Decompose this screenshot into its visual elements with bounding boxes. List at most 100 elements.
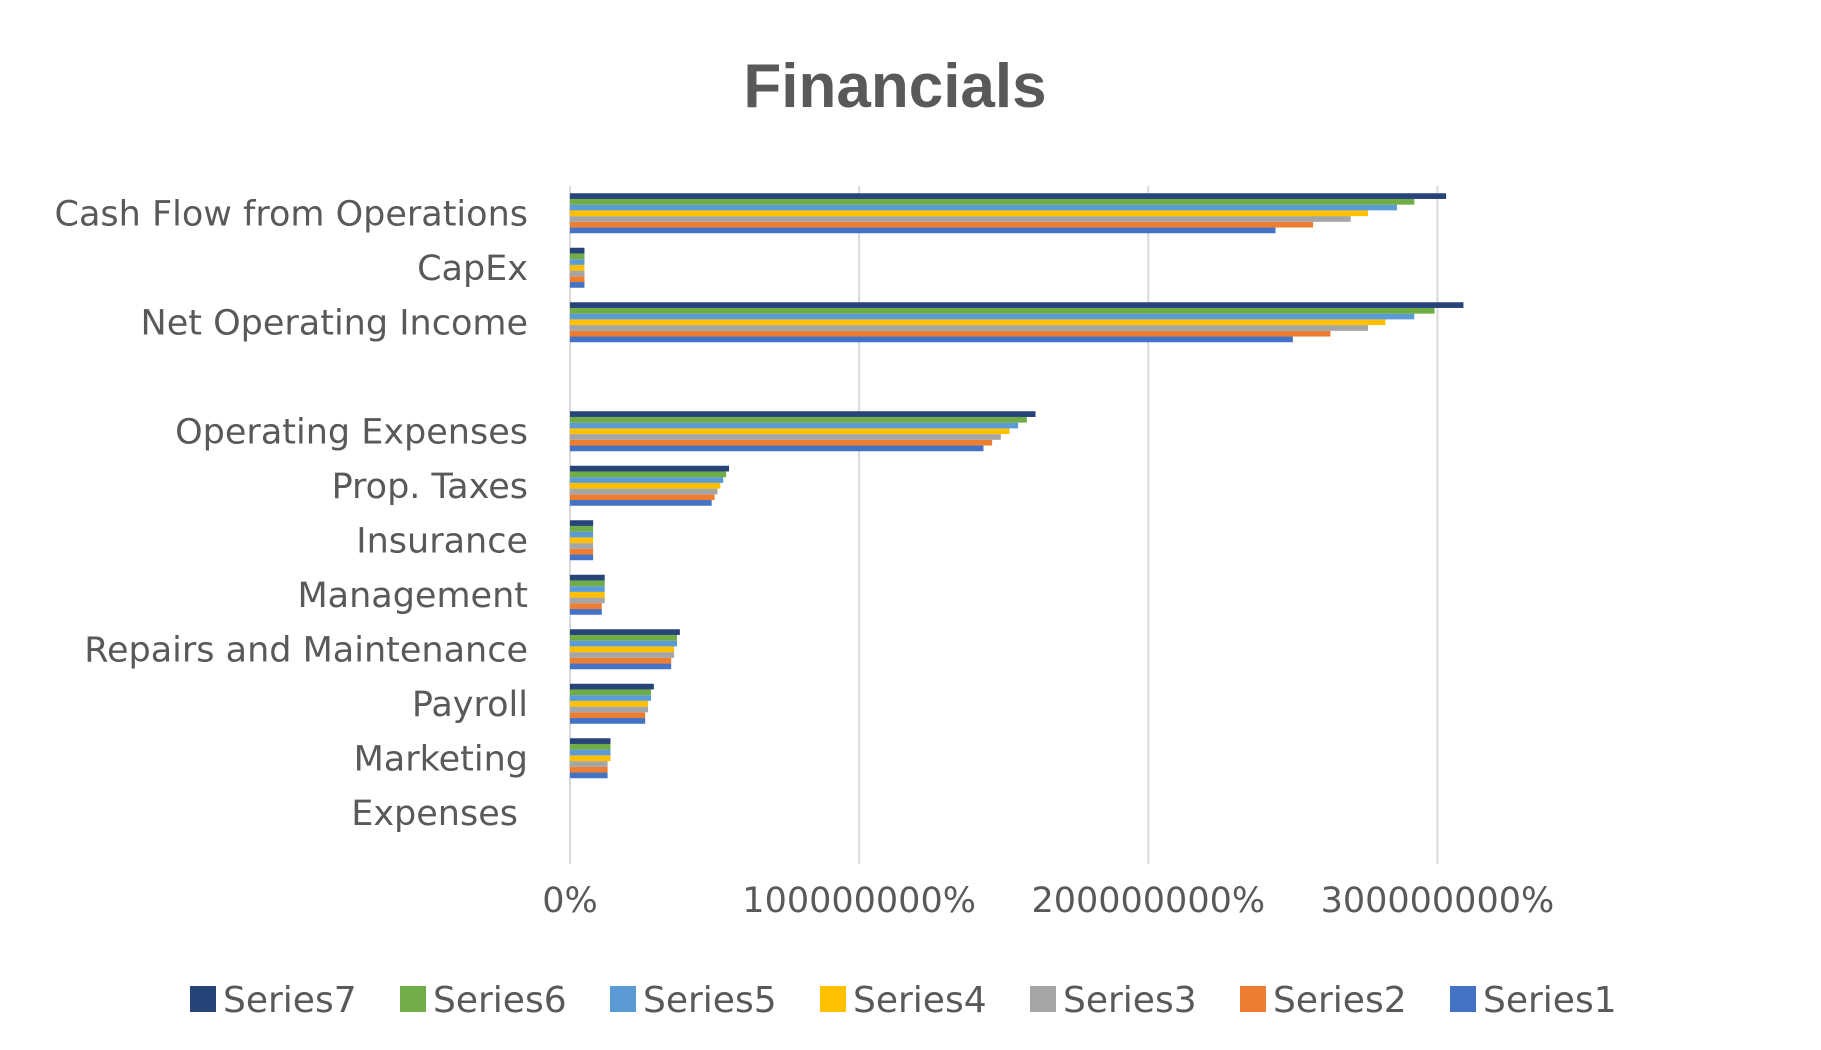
bar-series3-cat-5 bbox=[570, 488, 718, 495]
bar-series3-cat-7 bbox=[570, 597, 605, 604]
bar-series4-cat-8 bbox=[570, 646, 675, 653]
bar-series2-cat-5 bbox=[570, 494, 715, 501]
bar-series6-cat-5 bbox=[570, 471, 727, 478]
bar-series1-cat-5 bbox=[570, 500, 712, 506]
category-label-11: Expenses bbox=[351, 794, 518, 834]
bar-series3-cat-9 bbox=[570, 706, 649, 713]
bar-series2-cat-7 bbox=[570, 603, 602, 610]
x-axis-tick-labels: 0% 100000000% 200000000% 300000000% bbox=[542, 881, 1554, 921]
legend-label-series3: Series3 bbox=[1063, 980, 1197, 1021]
bar-series7-cat-8 bbox=[570, 629, 680, 635]
bar-series3-cat-4 bbox=[570, 434, 1001, 440]
x-tick-label-0: 0% bbox=[542, 881, 598, 921]
bar-series4-cat-1 bbox=[570, 264, 585, 271]
bar-series6-cat-0 bbox=[570, 198, 1415, 205]
legend-label-series1: Series1 bbox=[1483, 980, 1617, 1021]
bar-series7-cat-9 bbox=[570, 683, 654, 690]
bar-series6-cat-8 bbox=[570, 634, 677, 641]
bar-series4-cat-2 bbox=[570, 319, 1386, 326]
gridlines bbox=[569, 186, 1439, 864]
bar-series3-cat-1 bbox=[570, 270, 585, 277]
bar-series6-cat-10 bbox=[570, 743, 611, 750]
bar-series1-cat-4 bbox=[570, 445, 984, 452]
bar-series7-cat-5 bbox=[570, 465, 730, 472]
bar-series1-cat-7 bbox=[570, 609, 602, 615]
category-label-2: Net Operating Income bbox=[141, 303, 528, 343]
bar-series3-cat-6 bbox=[570, 543, 594, 549]
bar-series2-cat-8 bbox=[570, 657, 672, 664]
category-label-10: Marketing bbox=[354, 739, 528, 779]
category-label-7: Management bbox=[297, 576, 528, 616]
bar-series5-cat-5 bbox=[570, 477, 724, 483]
x-tick-label-2: 200000000% bbox=[1031, 881, 1265, 921]
category-label-0: Cash Flow from Operations bbox=[55, 194, 528, 234]
legend-label-series5: Series5 bbox=[643, 980, 777, 1021]
legend-swatch-series4 bbox=[820, 986, 846, 1012]
bar-series1-cat-0 bbox=[570, 227, 1276, 234]
bar-series1-cat-8 bbox=[570, 663, 672, 670]
x-tick-label-3: 300000000% bbox=[1321, 881, 1555, 921]
bar-series2-cat-10 bbox=[570, 766, 608, 773]
category-label-4: Operating Expenses bbox=[175, 412, 528, 452]
legend: Series7 Series6 Series5 Series4 Series3 Serie… bbox=[190, 980, 1617, 1021]
bar-series7-cat-2 bbox=[570, 302, 1464, 308]
bar-series6-cat-4 bbox=[570, 416, 1027, 423]
category-label-1: CapEx bbox=[417, 249, 528, 289]
bar-series2-cat-0 bbox=[570, 221, 1314, 228]
bar-series1-cat-10 bbox=[570, 772, 608, 779]
bar-series2-cat-9 bbox=[570, 712, 646, 719]
x-tick-label-1: 100000000% bbox=[742, 881, 976, 921]
legend-swatch-series5 bbox=[610, 986, 636, 1012]
category-label-5: Prop. Taxes bbox=[332, 467, 528, 507]
bar-series5-cat-6 bbox=[570, 531, 594, 538]
bar-series4-cat-9 bbox=[570, 700, 649, 707]
bar-series5-cat-7 bbox=[570, 586, 605, 592]
bars bbox=[570, 193, 1464, 779]
legend-swatch-series1 bbox=[1450, 986, 1476, 1012]
bar-series4-cat-7 bbox=[570, 591, 605, 598]
bar-series5-cat-2 bbox=[570, 313, 1415, 320]
bar-series4-cat-10 bbox=[570, 755, 611, 762]
bar-series5-cat-4 bbox=[570, 422, 1019, 429]
bar-series7-cat-7 bbox=[570, 574, 605, 581]
bar-series6-cat-6 bbox=[570, 525, 594, 532]
bar-series1-cat-9 bbox=[570, 718, 646, 724]
bar-series4-cat-6 bbox=[570, 537, 594, 544]
bar-series6-cat-7 bbox=[570, 580, 605, 587]
bar-series6-cat-9 bbox=[570, 689, 651, 696]
bar-series3-cat-10 bbox=[570, 761, 608, 767]
legend-label-series2: Series2 bbox=[1273, 980, 1407, 1021]
bar-series7-cat-1 bbox=[570, 247, 585, 254]
bar-series5-cat-10 bbox=[570, 749, 611, 756]
bar-series5-cat-9 bbox=[570, 695, 651, 701]
bar-series7-cat-10 bbox=[570, 738, 611, 744]
bar-series2-cat-4 bbox=[570, 439, 993, 446]
legend-swatch-series2 bbox=[1240, 986, 1266, 1012]
bar-series7-cat-4 bbox=[570, 411, 1036, 417]
bar-series4-cat-0 bbox=[570, 210, 1369, 217]
bar-series4-cat-5 bbox=[570, 482, 721, 489]
chart-title: Financials bbox=[743, 52, 1046, 121]
legend-swatch-series6 bbox=[400, 986, 426, 1012]
bar-series7-cat-0 bbox=[570, 193, 1447, 199]
bar-series3-cat-0 bbox=[570, 216, 1351, 222]
bar-series2-cat-2 bbox=[570, 330, 1331, 337]
bar-series3-cat-8 bbox=[570, 652, 675, 658]
category-labels: Cash Flow from Operations CapEx Net Operat… bbox=[55, 194, 528, 834]
bar-series4-cat-4 bbox=[570, 428, 1010, 435]
bar-series5-cat-8 bbox=[570, 640, 677, 647]
category-label-8: Repairs and Maintenance bbox=[84, 630, 528, 670]
bar-series6-cat-2 bbox=[570, 307, 1435, 314]
bar-series7-cat-6 bbox=[570, 520, 594, 526]
legend-label-series6: Series6 bbox=[433, 980, 567, 1021]
bar-series5-cat-0 bbox=[570, 204, 1397, 211]
legend-label-series4: Series4 bbox=[853, 980, 987, 1021]
bar-series3-cat-2 bbox=[570, 325, 1369, 331]
bar-series1-cat-6 bbox=[570, 554, 594, 561]
bar-series5-cat-1 bbox=[570, 259, 585, 265]
legend-label-series7: Series7 bbox=[223, 980, 357, 1021]
category-label-9: Payroll bbox=[412, 685, 528, 725]
bar-series1-cat-2 bbox=[570, 336, 1293, 343]
